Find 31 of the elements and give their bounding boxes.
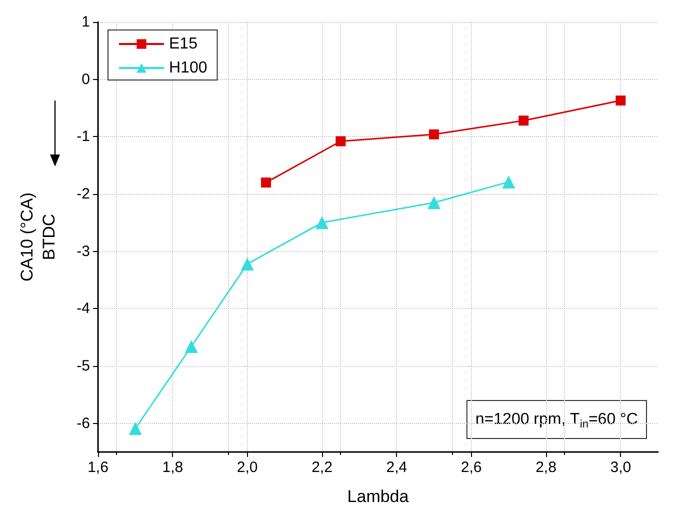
x-tick-label: 1,8 bbox=[162, 459, 184, 476]
x-tick-label: 1,6 bbox=[88, 459, 108, 476]
point bbox=[336, 136, 346, 146]
legend-label: E15 bbox=[169, 36, 198, 52]
y-tick-label: -3 bbox=[76, 242, 90, 260]
x-tick-label: 2,6 bbox=[460, 459, 482, 476]
y-tick-label: -1 bbox=[76, 128, 90, 146]
x-tick-label: 2,8 bbox=[536, 459, 556, 476]
point bbox=[518, 116, 529, 126]
point bbox=[240, 257, 254, 270]
point bbox=[261, 178, 271, 188]
y-axis-title: CA10 (°CA) BTDC bbox=[18, 192, 58, 282]
point bbox=[616, 96, 626, 106]
x-tick-label: 2,2 bbox=[312, 459, 332, 476]
point bbox=[429, 129, 439, 140]
x-tick-label: 3,0 bbox=[610, 459, 632, 476]
y-tick-label: -5 bbox=[76, 358, 90, 374]
legend-label: H100 bbox=[169, 60, 208, 76]
point bbox=[428, 196, 440, 210]
y-tick-label: -2 bbox=[76, 186, 90, 202]
y-tick-label: 1 bbox=[82, 14, 90, 30]
point bbox=[502, 175, 516, 188]
x-axis-title: Lambda bbox=[347, 487, 410, 506]
point bbox=[184, 340, 198, 354]
y-tick-label: -4 bbox=[76, 300, 90, 318]
x-tick-label: 2,4 bbox=[386, 459, 408, 476]
y-tick-label: 0 bbox=[82, 70, 90, 88]
y-tick-label: -6 bbox=[76, 414, 90, 432]
point bbox=[128, 422, 142, 435]
point bbox=[316, 216, 328, 230]
x-tick-label: 2,0 bbox=[236, 459, 258, 476]
